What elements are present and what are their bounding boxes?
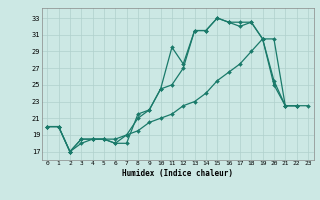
- X-axis label: Humidex (Indice chaleur): Humidex (Indice chaleur): [122, 169, 233, 178]
